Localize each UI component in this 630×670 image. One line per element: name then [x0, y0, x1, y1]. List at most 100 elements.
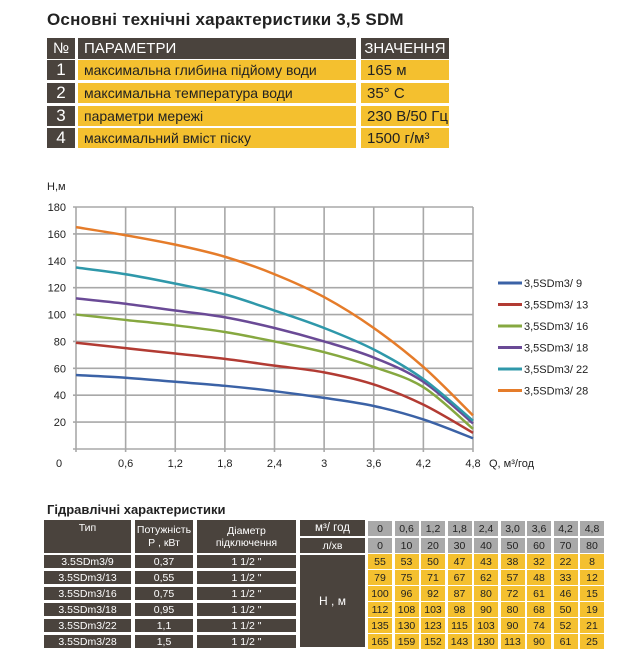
head-value: 33 — [553, 570, 578, 585]
x-tick-label: 1,8 — [217, 458, 232, 470]
head-value: 135 — [368, 618, 392, 633]
legend-label: 3,5SDm3/ 18 — [524, 343, 588, 355]
flow-m3-value: 1,2 — [421, 521, 445, 536]
head-value: 152 — [421, 634, 445, 649]
y-tick-label: 40 — [54, 390, 66, 402]
row-type: 3.5SDm3/9 — [44, 555, 131, 568]
flow-m3-value: 3,6 — [527, 521, 551, 536]
flow-l-value: 20 — [421, 538, 445, 553]
head-value: 48 — [527, 570, 551, 585]
row-type: 3.5SDm3/16 — [44, 587, 131, 600]
head-value: 96 — [394, 586, 419, 601]
flow-m3-value: 2,4 — [474, 521, 498, 536]
head-value: 103 — [421, 602, 445, 617]
x-tick-label: 2,4 — [267, 458, 282, 470]
head-value: 80 — [474, 586, 498, 601]
y-tick-label: 160 — [48, 229, 66, 241]
row-power: 0,95 — [135, 603, 193, 616]
head-value: 43 — [474, 554, 498, 569]
hydraulic-title: Гідравлічні характеристики — [47, 502, 226, 517]
legend-label: 3,5SDm3/ 9 — [524, 278, 582, 290]
y-tick-label: 80 — [54, 336, 66, 348]
legend-label: 3,5SDm3/ 13 — [524, 300, 588, 312]
head-value: 100 — [368, 586, 392, 601]
head-value: 112 — [368, 602, 392, 617]
head-value: 57 — [500, 570, 525, 585]
flow-m3-value: 0,6 — [394, 521, 419, 536]
head-value: 123 — [421, 618, 445, 633]
flow-m3-value: 4,2 — [553, 521, 578, 536]
head-value: 115 — [447, 618, 472, 633]
row-param: максимальна глибина підйому води — [78, 60, 356, 80]
head-value: 19 — [580, 602, 604, 617]
row-diameter: 1 1/2 " — [197, 619, 296, 632]
head-value: 22 — [553, 554, 578, 569]
head-value: 15 — [580, 586, 604, 601]
x-tick-label: 3,6 — [366, 458, 381, 470]
row-power: 1,1 — [135, 619, 193, 632]
row-diameter: 1 1/2 " — [197, 571, 296, 584]
row-power: 1,5 — [135, 635, 193, 648]
head-value: 52 — [553, 618, 578, 633]
head-value: 80 — [500, 602, 525, 617]
head-value: 25 — [580, 634, 604, 649]
head-value: 53 — [394, 554, 419, 569]
row-diameter: 1 1/2 " — [197, 555, 296, 568]
x-tick-label: 4,8 — [465, 458, 480, 470]
row-type: 3.5SDm3/28 — [44, 635, 131, 648]
y-tick-label: 100 — [48, 310, 66, 322]
legend-label: 3,5SDm3/ 28 — [524, 386, 588, 398]
head-value: 67 — [447, 570, 472, 585]
head-value: 143 — [447, 634, 472, 649]
head-value: 46 — [553, 586, 578, 601]
x-tick-label: 4,2 — [416, 458, 431, 470]
head-value: 130 — [394, 618, 419, 633]
head-value: 50 — [421, 554, 445, 569]
header-head: Н , м — [300, 555, 365, 647]
head-value: 103 — [474, 618, 498, 633]
series-line — [75, 373, 474, 440]
series-line — [75, 297, 474, 425]
row-diameter: 1 1/2 " — [197, 603, 296, 616]
row-param: максимальний вміст піску — [78, 128, 356, 148]
flow-l-value: 40 — [474, 538, 498, 553]
head-value: 159 — [394, 634, 419, 649]
flow-m3-value: 4,8 — [580, 521, 604, 536]
head-value: 90 — [474, 602, 498, 617]
header-param: ПАРАМЕТРИ — [78, 38, 356, 59]
row-type: 3.5SDm3/13 — [44, 571, 131, 584]
row-value: 35° C — [361, 83, 449, 103]
flow-m3-value: 3,0 — [500, 521, 525, 536]
head-value: 98 — [447, 602, 472, 617]
head-value: 92 — [421, 586, 445, 601]
head-value: 113 — [500, 634, 525, 649]
flow-l-value: 80 — [580, 538, 604, 553]
head-value: 68 — [527, 602, 551, 617]
row-param: параметри мережі — [78, 106, 356, 126]
row-num: 1 — [47, 60, 75, 80]
series-line — [75, 225, 474, 417]
flow-l-value: 0 — [368, 538, 392, 553]
header-type: Тип — [44, 520, 131, 553]
head-value: 12 — [580, 570, 604, 585]
x-tick-label: 3 — [321, 458, 327, 470]
head-value: 38 — [500, 554, 525, 569]
head-value: 90 — [527, 634, 551, 649]
head-value: 62 — [474, 570, 498, 585]
row-power: 0,37 — [135, 555, 193, 568]
head-value: 50 — [553, 602, 578, 617]
row-power: 0,55 — [135, 571, 193, 584]
row-type: 3.5SDm3/18 — [44, 603, 131, 616]
flow-l-value: 70 — [553, 538, 578, 553]
row-type: 3.5SDm3/22 — [44, 619, 131, 632]
row-num: 3 — [47, 106, 75, 126]
header-value: ЗНАЧЕННЯ — [361, 38, 449, 59]
head-value: 55 — [368, 554, 392, 569]
head-value: 108 — [394, 602, 419, 617]
head-value: 21 — [580, 618, 604, 633]
head-value: 8 — [580, 554, 604, 569]
series-line — [75, 266, 474, 422]
flow-m3-value: 1,8 — [447, 521, 472, 536]
x-axis-label: Q, м³/год — [489, 458, 535, 470]
head-value: 79 — [368, 570, 392, 585]
